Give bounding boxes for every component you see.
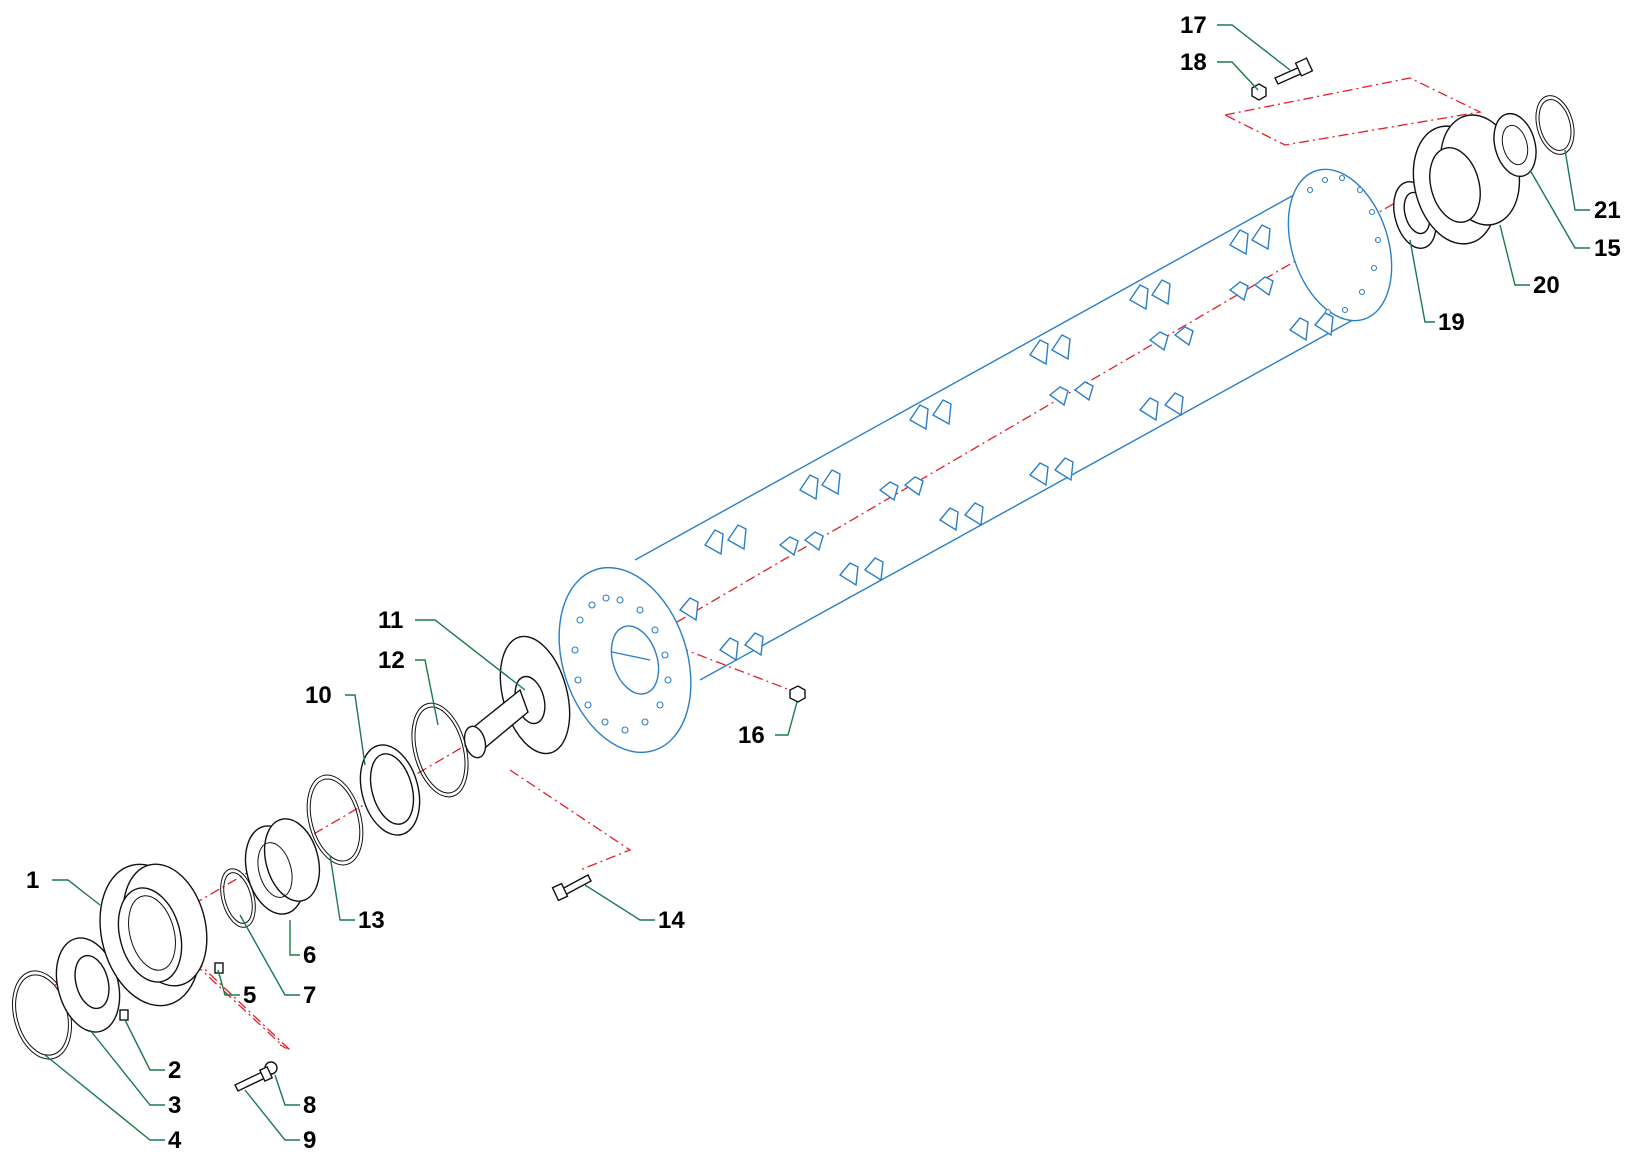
callout-6: 6 — [303, 942, 316, 969]
callout-9: 9 — [303, 1127, 316, 1152]
callout-8: 8 — [303, 1092, 316, 1119]
disc-bolt-holes — [571, 174, 1382, 734]
callout-1: 1 — [26, 867, 39, 894]
callout-4: 4 — [168, 1127, 182, 1152]
callout-19: 19 — [1438, 309, 1465, 336]
callout-14: 14 — [658, 907, 685, 934]
callout-5: 5 — [243, 982, 256, 1009]
callout-17: 17 — [1180, 12, 1207, 39]
front-end-parts — [12, 635, 806, 1092]
callout-18: 18 — [1180, 49, 1207, 76]
callout-13: 13 — [358, 907, 385, 934]
callout-12: 12 — [378, 647, 405, 674]
callout-10: 10 — [305, 682, 332, 709]
callout-3: 3 — [168, 1092, 181, 1119]
callout-20: 20 — [1533, 272, 1560, 299]
rear-end-parts — [1251, 57, 1575, 249]
rotor-drum — [558, 168, 1393, 754]
callout-11: 11 — [378, 607, 403, 634]
callout-7: 7 — [303, 982, 316, 1009]
callout-2: 2 — [168, 1057, 181, 1084]
callout-labels: 1 2 3 4 5 6 7 8 9 10 11 12 13 14 15 16 1… — [26, 12, 1621, 1152]
flail-lugs — [678, 224, 1334, 662]
callout-16: 16 — [738, 722, 765, 749]
leader-lines — [44, 24, 1590, 1141]
callout-21: 21 — [1594, 197, 1621, 224]
callout-15: 15 — [1594, 235, 1621, 262]
